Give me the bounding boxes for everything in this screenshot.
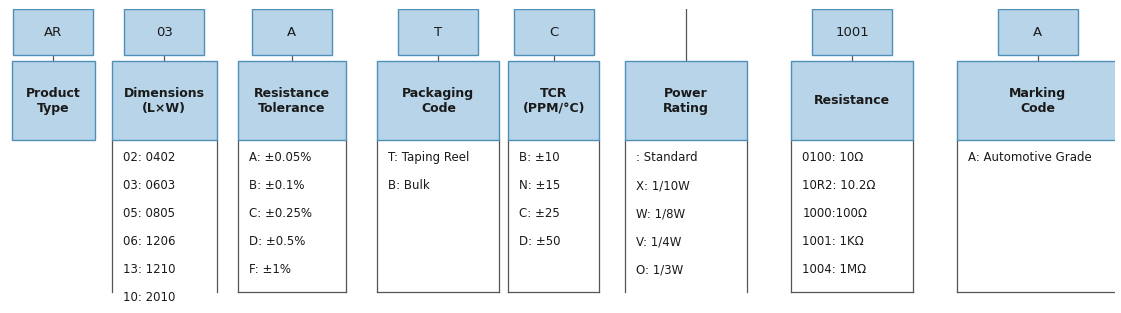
- FancyBboxPatch shape: [791, 61, 914, 140]
- Text: N: ±15: N: ±15: [519, 179, 560, 192]
- Text: W: 1/8W: W: 1/8W: [636, 208, 685, 220]
- Text: F: ±1%: F: ±1%: [249, 263, 290, 276]
- Text: 05: 0805: 05: 0805: [122, 208, 175, 220]
- FancyBboxPatch shape: [252, 9, 332, 55]
- FancyBboxPatch shape: [11, 61, 95, 140]
- Text: TCR
(PPM/°C): TCR (PPM/°C): [522, 87, 585, 115]
- Text: 1000:100Ω: 1000:100Ω: [803, 208, 868, 220]
- Text: Power
Rating: Power Rating: [663, 87, 708, 115]
- Text: Resistance: Resistance: [814, 94, 890, 107]
- Text: T: T: [434, 26, 443, 39]
- FancyBboxPatch shape: [13, 9, 93, 55]
- Text: B: ±10: B: ±10: [519, 151, 560, 165]
- FancyBboxPatch shape: [238, 61, 346, 140]
- Text: 10R2: 10.2Ω: 10R2: 10.2Ω: [803, 179, 876, 192]
- FancyBboxPatch shape: [513, 9, 594, 55]
- Text: Dimensions
(L×W): Dimensions (L×W): [123, 87, 205, 115]
- Text: A: ±0.05%: A: ±0.05%: [249, 151, 311, 165]
- Text: C: ±0.25%: C: ±0.25%: [249, 208, 312, 220]
- Text: 02: 0402: 02: 0402: [122, 151, 175, 165]
- Text: A: A: [1034, 26, 1043, 39]
- Text: T: Taping Reel: T: Taping Reel: [389, 151, 470, 165]
- Text: B: ±0.1%: B: ±0.1%: [249, 179, 304, 192]
- FancyBboxPatch shape: [998, 9, 1077, 55]
- FancyBboxPatch shape: [378, 61, 500, 140]
- Text: A: A: [287, 26, 296, 39]
- Text: Packaging
Code: Packaging Code: [402, 87, 474, 115]
- FancyBboxPatch shape: [112, 61, 217, 140]
- Text: C: ±25: C: ±25: [519, 208, 560, 220]
- Text: C: C: [549, 26, 558, 39]
- Text: X: 1/10W: X: 1/10W: [636, 179, 689, 192]
- Text: AR: AR: [44, 26, 63, 39]
- Text: O: 1/3W: O: 1/3W: [636, 263, 683, 276]
- Text: V: 1/4W: V: 1/4W: [636, 235, 682, 248]
- FancyBboxPatch shape: [813, 9, 892, 55]
- Text: 1001: 1001: [835, 26, 869, 39]
- FancyBboxPatch shape: [124, 9, 204, 55]
- Text: B: Bulk: B: Bulk: [389, 179, 430, 192]
- Text: A: Automotive Grade: A: Automotive Grade: [969, 151, 1092, 165]
- FancyBboxPatch shape: [508, 61, 600, 140]
- FancyBboxPatch shape: [398, 9, 479, 55]
- Text: 03: 0603: 03: 0603: [122, 179, 175, 192]
- Text: : Standard: : Standard: [636, 151, 697, 165]
- Text: 0100: 10Ω: 0100: 10Ω: [803, 151, 864, 165]
- Text: 1004: 1MΩ: 1004: 1MΩ: [803, 263, 867, 276]
- Text: 06: 1206: 06: 1206: [122, 235, 175, 248]
- Text: 1001: 1KΩ: 1001: 1KΩ: [803, 235, 864, 248]
- Text: Marking
Code: Marking Code: [1009, 87, 1066, 115]
- Text: 10: 2010: 10: 2010: [122, 291, 175, 304]
- Text: D: ±50: D: ±50: [519, 235, 560, 248]
- Text: D: ±0.5%: D: ±0.5%: [249, 235, 305, 248]
- Text: Product
Type: Product Type: [26, 87, 81, 115]
- Text: 13: 1210: 13: 1210: [122, 263, 175, 276]
- Text: Resistance
Tolerance: Resistance Tolerance: [253, 87, 330, 115]
- Text: 03: 03: [156, 26, 173, 39]
- FancyBboxPatch shape: [957, 61, 1118, 140]
- FancyBboxPatch shape: [624, 61, 747, 140]
